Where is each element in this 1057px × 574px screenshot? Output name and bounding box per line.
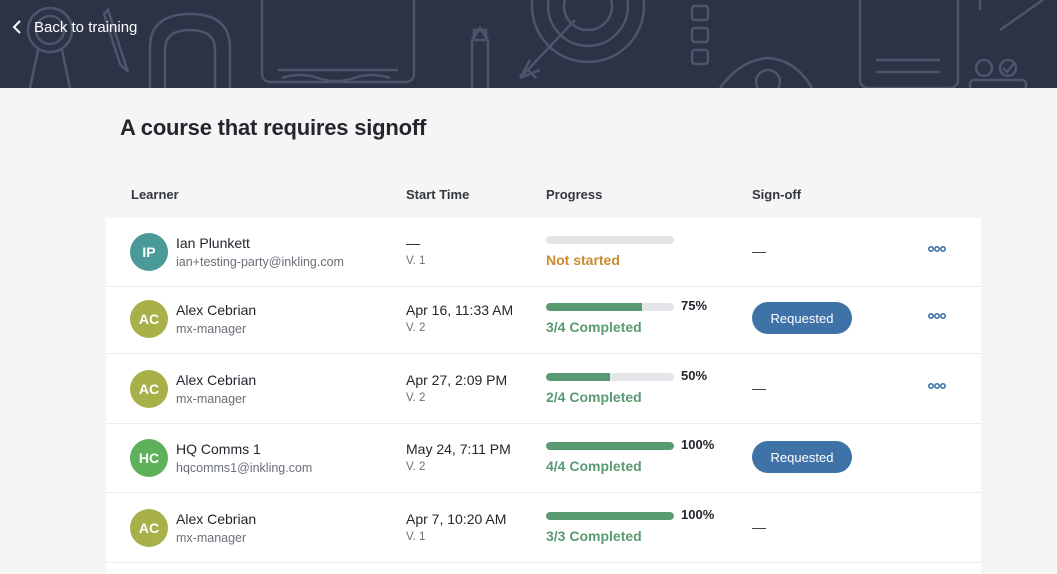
start-time: — bbox=[406, 235, 420, 251]
learner-name[interactable]: Alex Cebrian bbox=[176, 302, 257, 318]
progress-status: Not started bbox=[546, 252, 620, 268]
learner-name[interactable]: Alex Cebrian bbox=[176, 511, 257, 527]
table-row: AC Alex Cebrian mx-manager Apr 27, 2:09 PM V… bbox=[106, 355, 981, 424]
learner-name[interactable]: Ian Plunkett bbox=[176, 235, 250, 251]
table-row: AC Alex Cebrian mx-manager Apr 16, 11:33 AM… bbox=[106, 285, 981, 354]
progress-percent: 50% bbox=[681, 368, 708, 383]
progress-bar-fill bbox=[546, 373, 610, 381]
progress-percent: 100% bbox=[681, 437, 715, 452]
learner-username: mx-manager bbox=[176, 531, 247, 545]
learners-table: IP Ian Plunkett ian+testing-party@inkling.… bbox=[106, 218, 981, 574]
progress-status: 4/4 Completed bbox=[546, 458, 642, 474]
learner-name[interactable]: Alex Cebrian bbox=[176, 372, 257, 388]
start-time: Apr 27, 2:09 PM bbox=[406, 372, 508, 388]
progress-status: 3/3 Completed bbox=[546, 528, 642, 544]
progress-bar-fill bbox=[546, 442, 674, 450]
signoff-requested-button[interactable]: Requested bbox=[752, 302, 852, 334]
back-to-training-link[interactable]: Back to training bbox=[12, 16, 137, 38]
signoff-value: — bbox=[752, 243, 766, 259]
progress-bar bbox=[546, 512, 674, 520]
learner-name[interactable]: HQ Comms 1 bbox=[176, 441, 261, 457]
course-version: V. 2 bbox=[406, 322, 426, 334]
more-options-icon[interactable] bbox=[928, 311, 946, 321]
start-time: May 24, 7:11 PM bbox=[406, 441, 511, 457]
progress-status: 2/4 Completed bbox=[546, 389, 642, 405]
progress-percent: 100% bbox=[681, 507, 715, 522]
course-version: V. 2 bbox=[406, 461, 426, 473]
signoff-value: — bbox=[752, 380, 766, 396]
signoff-value: — bbox=[752, 519, 766, 535]
progress-bar bbox=[546, 236, 674, 244]
column-header-start-time: Start Time bbox=[406, 187, 470, 202]
start-time: Apr 7, 10:20 AM bbox=[406, 511, 507, 527]
course-version: V. 1 bbox=[406, 531, 426, 543]
progress-bar bbox=[546, 303, 674, 311]
page-title: A course that requires signoff bbox=[120, 115, 427, 140]
table-row: HC HQ Comms 1 hqcomms1@inkling.com May 24, … bbox=[106, 424, 981, 493]
start-time: Apr 16, 11:33 AM bbox=[406, 302, 514, 318]
column-header-learner: Learner bbox=[131, 187, 179, 202]
progress-status: 3/4 Completed bbox=[546, 319, 642, 335]
progress-bar bbox=[546, 373, 674, 381]
avatar: HC bbox=[130, 439, 168, 477]
learner-username: mx-manager bbox=[176, 392, 247, 406]
progress-bar bbox=[546, 442, 674, 450]
progress-bar-fill bbox=[546, 512, 674, 520]
progress-percent: 75% bbox=[681, 298, 708, 313]
column-header-progress: Progress bbox=[546, 187, 603, 202]
decorative-pattern bbox=[26, 0, 1045, 88]
more-options-icon[interactable] bbox=[928, 244, 946, 254]
chevron-left-icon bbox=[12, 20, 21, 34]
more-options-icon[interactable] bbox=[928, 381, 946, 391]
learner-username: mx-manager bbox=[176, 322, 247, 336]
header-banner: Back to training bbox=[0, 0, 1057, 88]
course-version: V. 2 bbox=[406, 392, 426, 404]
progress-bar-fill bbox=[546, 303, 642, 311]
table-row: IP Ian Plunkett ian+testing-party@inkling.… bbox=[106, 218, 981, 287]
signoff-requested-button[interactable]: Requested bbox=[752, 441, 852, 473]
avatar: AC bbox=[130, 300, 168, 338]
learner-username: ian+testing-party@inkling.com bbox=[176, 255, 344, 269]
course-version: V. 1 bbox=[406, 255, 426, 267]
avatar: AC bbox=[130, 370, 168, 408]
table-row: AC Alex Cebrian mx-manager Apr 7, 10:20 AM V… bbox=[106, 494, 981, 563]
avatar: AC bbox=[130, 509, 168, 547]
avatar: IP bbox=[130, 233, 168, 271]
learner-username: hqcomms1@inkling.com bbox=[176, 461, 313, 475]
column-header-signoff: Sign-off bbox=[752, 187, 802, 202]
back-link-label: Back to training bbox=[34, 18, 138, 36]
